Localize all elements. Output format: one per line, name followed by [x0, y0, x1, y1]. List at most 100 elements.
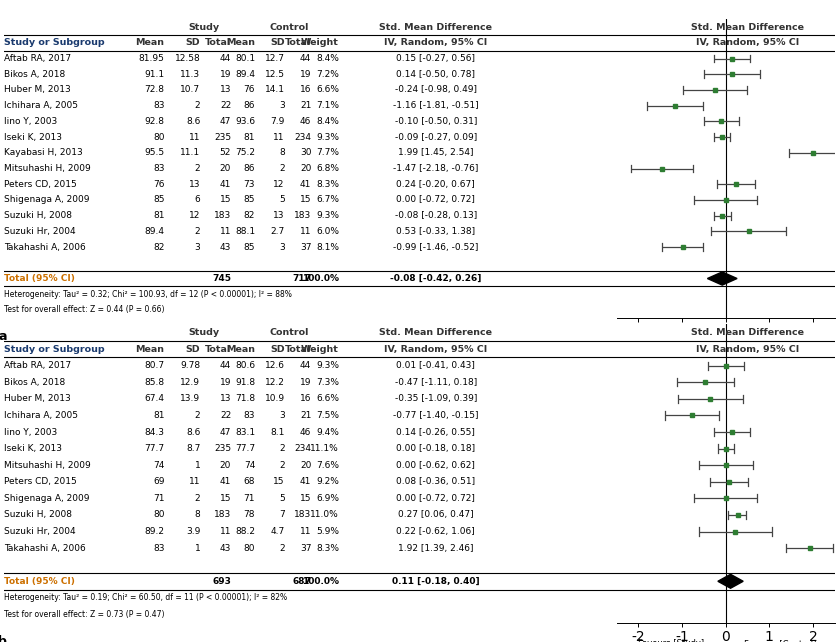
Text: 47: 47 — [220, 117, 231, 126]
Text: 0.14 [-0.50, 0.78]: 0.14 [-0.50, 0.78] — [396, 70, 476, 79]
Text: 3: 3 — [279, 243, 284, 252]
Text: Peters CD, 2015: Peters CD, 2015 — [4, 180, 77, 189]
Text: Suzuki H, 2008: Suzuki H, 2008 — [4, 510, 72, 519]
Text: 71.8: 71.8 — [235, 394, 255, 403]
Text: 82: 82 — [244, 211, 255, 220]
Text: 8.4%: 8.4% — [316, 54, 339, 63]
Text: 93.6: 93.6 — [235, 117, 255, 126]
Text: 12: 12 — [274, 180, 284, 189]
Text: Bikos A, 2018: Bikos A, 2018 — [4, 70, 65, 79]
Text: 8.6: 8.6 — [186, 428, 201, 437]
Text: 21: 21 — [300, 101, 311, 110]
Text: Total: Total — [285, 39, 311, 48]
Text: 37: 37 — [300, 243, 311, 252]
Text: 15: 15 — [274, 477, 284, 486]
Text: Study: Study — [189, 328, 220, 337]
Text: 234: 234 — [294, 133, 311, 142]
Text: 20: 20 — [220, 164, 231, 173]
Text: 77.7: 77.7 — [144, 444, 164, 453]
Text: 12.7: 12.7 — [265, 54, 284, 63]
Text: 83: 83 — [153, 544, 164, 553]
Text: 7.3%: 7.3% — [316, 377, 339, 386]
Text: 82: 82 — [154, 243, 164, 252]
Text: 11.1%: 11.1% — [310, 444, 339, 453]
Text: Suzuki Hr, 2004: Suzuki Hr, 2004 — [4, 227, 76, 236]
Text: 2: 2 — [195, 164, 201, 173]
Text: 43: 43 — [220, 243, 231, 252]
Text: 12: 12 — [189, 211, 201, 220]
Text: 80.6: 80.6 — [235, 361, 255, 370]
Text: 5: 5 — [279, 494, 284, 503]
Text: 8.4%: 8.4% — [316, 117, 339, 126]
Text: Shigenaga A, 2009: Shigenaga A, 2009 — [4, 494, 90, 503]
Text: 44: 44 — [220, 54, 231, 63]
Text: 6.7%: 6.7% — [316, 195, 339, 204]
Text: 41: 41 — [220, 180, 231, 189]
Text: 92.8: 92.8 — [144, 117, 164, 126]
Text: IV, Random, 95% CI: IV, Random, 95% CI — [696, 345, 800, 354]
Text: Favours [Control]: Favours [Control] — [744, 334, 816, 343]
Text: Std. Mean Difference: Std. Mean Difference — [379, 328, 492, 337]
Text: 2: 2 — [195, 227, 201, 236]
Polygon shape — [707, 272, 737, 285]
Text: 12.5: 12.5 — [265, 70, 284, 79]
Text: 0.24 [-0.20, 0.67]: 0.24 [-0.20, 0.67] — [397, 180, 475, 189]
Text: Mean: Mean — [136, 39, 164, 48]
Text: Control: Control — [269, 328, 309, 337]
Text: 22: 22 — [220, 411, 231, 420]
Text: 693: 693 — [212, 577, 231, 586]
Text: 5: 5 — [279, 195, 284, 204]
Text: Huber M, 2013: Huber M, 2013 — [4, 85, 71, 94]
Text: 2: 2 — [279, 461, 284, 470]
Text: 183: 183 — [214, 211, 231, 220]
Text: 0.27 [0.06, 0.47]: 0.27 [0.06, 0.47] — [398, 510, 474, 519]
Text: Control: Control — [269, 22, 309, 31]
Text: 89.4: 89.4 — [144, 227, 164, 236]
Text: 80: 80 — [243, 544, 255, 553]
Text: 7: 7 — [279, 510, 284, 519]
Text: 7.6%: 7.6% — [316, 461, 339, 470]
Text: 95.5: 95.5 — [144, 148, 164, 157]
Text: Kayabasi H, 2013: Kayabasi H, 2013 — [4, 148, 83, 157]
Text: 235: 235 — [214, 133, 231, 142]
Text: Ichihara A, 2005: Ichihara A, 2005 — [4, 411, 78, 420]
Text: 20: 20 — [300, 164, 311, 173]
Text: 21: 21 — [300, 411, 311, 420]
Text: 9.3%: 9.3% — [316, 133, 339, 142]
Text: 3: 3 — [195, 243, 201, 252]
Text: 12.2: 12.2 — [265, 377, 284, 386]
Text: 83: 83 — [243, 411, 255, 420]
Text: 8: 8 — [279, 148, 284, 157]
Text: Ichihara A, 2005: Ichihara A, 2005 — [4, 101, 78, 110]
Text: Study: Study — [189, 22, 220, 31]
Text: -0.09 [-0.27, 0.09]: -0.09 [-0.27, 0.09] — [394, 133, 477, 142]
Text: 0.14 [-0.26, 0.55]: 0.14 [-0.26, 0.55] — [396, 428, 476, 437]
Text: 88.2: 88.2 — [235, 527, 255, 536]
Text: 11.1: 11.1 — [180, 148, 201, 157]
Text: Mean: Mean — [227, 345, 255, 354]
Text: Total (95% CI): Total (95% CI) — [4, 274, 75, 283]
Text: 15: 15 — [300, 494, 311, 503]
Text: 183: 183 — [294, 211, 311, 220]
Text: Mitsuhashi H, 2009: Mitsuhashi H, 2009 — [4, 164, 91, 173]
Text: 9.4%: 9.4% — [316, 428, 339, 437]
Text: 91.8: 91.8 — [235, 377, 255, 386]
Text: Std. Mean Difference: Std. Mean Difference — [691, 22, 804, 31]
Text: 88.1: 88.1 — [235, 227, 255, 236]
Text: 6.6%: 6.6% — [316, 85, 339, 94]
Text: -1.47 [-2.18, -0.76]: -1.47 [-2.18, -0.76] — [393, 164, 478, 173]
Text: 16: 16 — [300, 394, 311, 403]
Text: -0.10 [-0.50, 0.31]: -0.10 [-0.50, 0.31] — [394, 117, 477, 126]
Text: Aftab RA, 2017: Aftab RA, 2017 — [4, 361, 71, 370]
Text: 6.9%: 6.9% — [316, 494, 339, 503]
Text: 2: 2 — [195, 411, 201, 420]
Text: 11.0%: 11.0% — [310, 510, 339, 519]
Text: 12.58: 12.58 — [175, 54, 201, 63]
Text: -0.08 [-0.28, 0.13]: -0.08 [-0.28, 0.13] — [394, 211, 477, 220]
Text: 3: 3 — [279, 101, 284, 110]
Text: 11: 11 — [300, 527, 311, 536]
Text: 80.1: 80.1 — [235, 54, 255, 63]
Text: 84.3: 84.3 — [144, 428, 164, 437]
Text: 1: 1 — [195, 544, 201, 553]
Text: 13.9: 13.9 — [180, 394, 201, 403]
